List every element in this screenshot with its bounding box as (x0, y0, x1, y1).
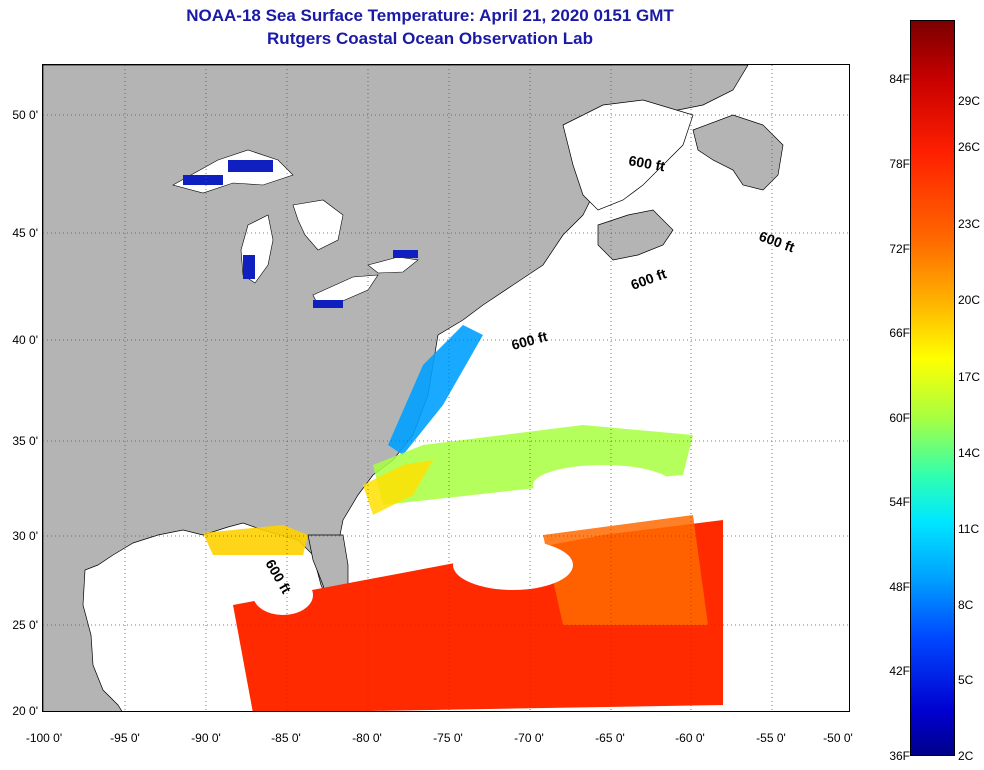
isobath-label-3: 600 ft (629, 265, 669, 293)
colorbar-c-23: 23C (958, 217, 981, 231)
sst-gulf-coast (203, 525, 308, 555)
lake-huron (292, 199, 344, 251)
lon-label-50: -50 0' (823, 731, 853, 745)
lon-label-85: -85 0' (271, 731, 301, 745)
map-subtitle: Rutgers Coastal Ocean Observation Lab (267, 29, 593, 48)
lon-label-80: -80 0' (352, 731, 382, 745)
colorbar-c-20: 20C (958, 293, 981, 307)
sst-midlat-band (373, 425, 693, 505)
lat-label-25: 25 0' (12, 618, 38, 632)
graticule (43, 65, 849, 711)
sst-map: 600 ft 600 ft 600 ft 600 ft 600 ft (42, 64, 850, 712)
cloud-mask (253, 465, 673, 615)
sst-carolina-band (363, 460, 433, 515)
colorbar-f-54: 54F (889, 495, 910, 509)
colorbar-f-42: 42F (889, 664, 910, 678)
colorbar-c-17: 17C (958, 370, 981, 384)
colorbar-f-36: 36F (889, 749, 910, 763)
colorbar-f-48: 48F (889, 580, 910, 594)
lon-label-100: -100 0' (25, 731, 63, 745)
colorbar-c-29: 29C (958, 94, 981, 108)
colorbar-f-66: 66F (889, 326, 910, 340)
colorbar-c-8: 8C (958, 598, 974, 612)
temperature-colorbar (910, 20, 955, 756)
lon-label-90: -90 0' (191, 731, 221, 745)
lat-label-30: 30 0' (12, 529, 38, 543)
colorbar-f-72: 72F (889, 242, 910, 256)
lat-label-45: 45 0' (12, 226, 38, 240)
colorbar-c-5: 5C (958, 673, 974, 687)
map-canvas: 600 ft 600 ft 600 ft 600 ft 600 ft (43, 65, 849, 711)
isobath-label-2: 600 ft (757, 228, 797, 256)
sst-swath-hot (543, 515, 708, 625)
map-title: NOAA-18 Sea Surface Temperature: April 2… (186, 6, 674, 25)
newfoundland-land (692, 114, 784, 191)
colorbar-f-60: 60F (889, 411, 910, 425)
lon-label-55: -55 0' (756, 731, 786, 745)
lat-label-40: 40 0' (12, 333, 38, 347)
colorbar-f-78: 78F (889, 157, 910, 171)
lat-label-35: 35 0' (12, 434, 38, 448)
lon-label-60: -60 0' (675, 731, 705, 745)
gulf-st-lawrence (562, 99, 694, 211)
colorbar-c-14: 14C (958, 446, 981, 460)
sst-atlantic-coast (388, 325, 483, 455)
colorbar-c-2: 2C (958, 749, 974, 763)
colorbar-c-26: 26C (958, 140, 981, 154)
nova-scotia-land (597, 209, 674, 261)
lake-cold-pixels (183, 160, 418, 308)
lon-label-70: -70 0' (514, 731, 544, 745)
lon-label-65: -65 0' (595, 731, 625, 745)
lon-label-75: -75 0' (433, 731, 463, 745)
lake-ontario (367, 256, 419, 274)
colorbar-c-11: 11C (958, 522, 980, 536)
lat-label-50: 50 0' (12, 108, 38, 122)
lon-label-95: -95 0' (110, 731, 140, 745)
colorbar-f-84: 84F (889, 72, 910, 86)
isobath-label-1: 600 ft (627, 152, 666, 174)
lat-label-20: 20 0' (12, 704, 38, 718)
